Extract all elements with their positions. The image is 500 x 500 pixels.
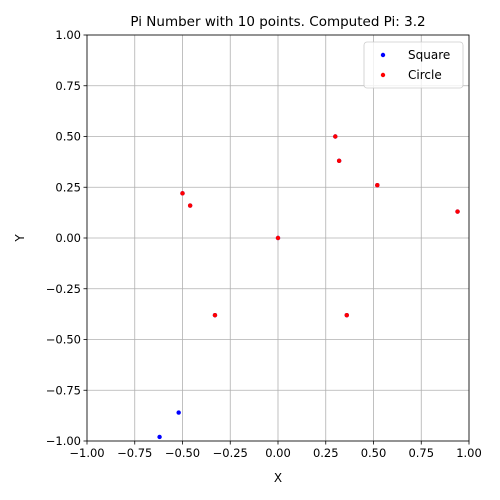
y-tick-label: −1.00: [46, 434, 81, 448]
legend-marker-circle: [380, 72, 386, 78]
y-tick-label: −0.25: [46, 282, 81, 296]
point-square: [176, 410, 181, 415]
x-tick-label: −0.75: [117, 446, 152, 460]
x-tick-label: 0.25: [313, 446, 339, 460]
legend: Square Circle: [363, 41, 464, 89]
chart-title: Pi Number with 10 points. Computed Pi: 3…: [130, 14, 425, 30]
y-tick-label: 0.50: [55, 130, 81, 144]
legend-label-square: Square: [408, 48, 450, 62]
point-circle: [187, 203, 193, 208]
legend-marker-square: [380, 52, 386, 58]
x-tick-label: −0.25: [213, 446, 248, 460]
point-circle: [275, 235, 281, 241]
y-tick-label: 0.75: [55, 79, 81, 93]
y-tick-label: −0.75: [46, 383, 81, 397]
x-tick-label: 1.00: [456, 446, 482, 460]
point-circle: [344, 312, 349, 318]
y-tick-label: −0.50: [46, 333, 81, 347]
data-points: [157, 134, 460, 440]
point-circle: [180, 191, 185, 196]
point-circle: [336, 158, 342, 164]
axis-ticks: −1.00 −0.75 −0.50 −0.25 0.00 0.25 0.50 0.75 1.00…: [46, 28, 482, 460]
y-axis-label: Y: [13, 234, 27, 243]
legend-box: [363, 41, 464, 89]
point-circle: [212, 312, 218, 318]
x-tick-label: 0.50: [361, 446, 387, 460]
point-square: [157, 434, 162, 440]
x-tick-label: −1.00: [69, 446, 104, 460]
x-axis-label: X: [274, 471, 282, 485]
legend-label-circle: Circle: [408, 68, 442, 82]
point-circle: [455, 209, 460, 214]
x-tick-label: −0.50: [165, 446, 200, 460]
y-tick-label: 0.25: [55, 180, 81, 194]
x-tick-label: 0.75: [408, 446, 434, 460]
x-tick-label: 0.00: [265, 446, 291, 460]
y-tick-label: 0.00: [55, 231, 81, 245]
point-circle: [333, 134, 338, 139]
point-circle: [375, 183, 380, 188]
y-tick-label: 1.00: [55, 28, 81, 42]
